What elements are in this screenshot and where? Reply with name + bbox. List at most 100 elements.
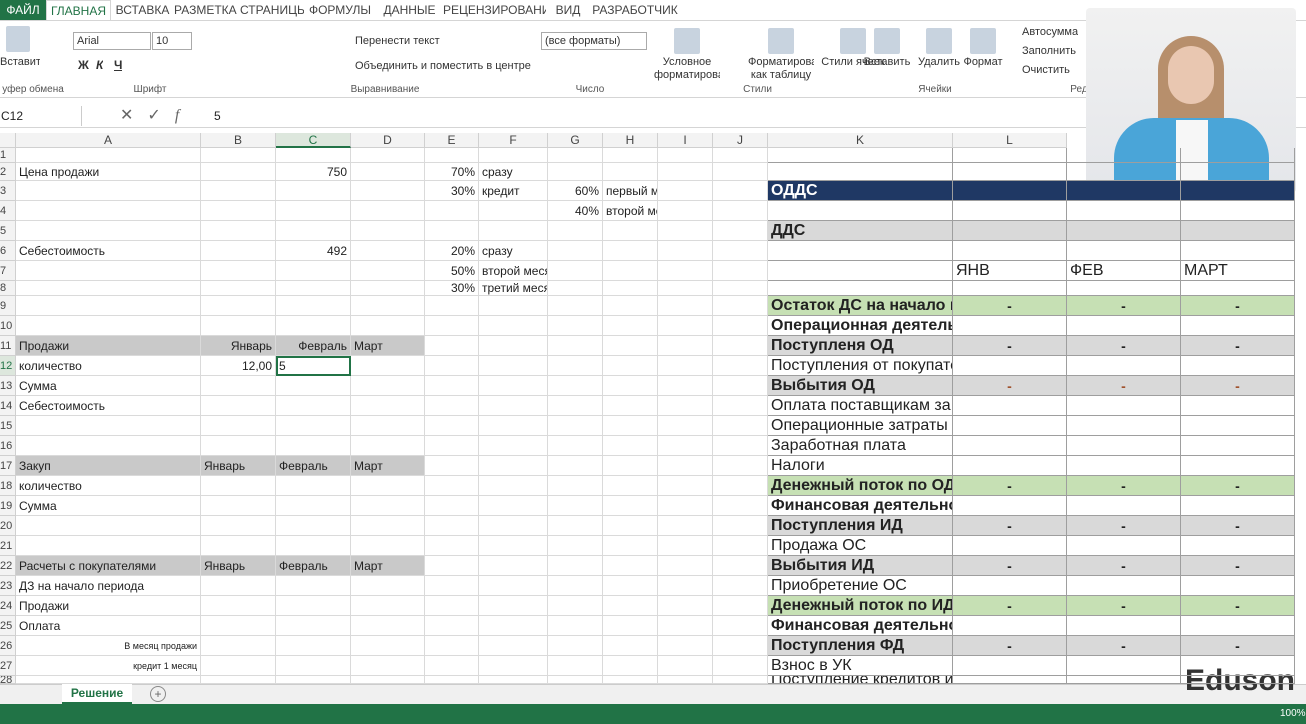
cell[interactable] <box>479 221 548 241</box>
cell[interactable] <box>1067 616 1181 636</box>
cell[interactable]: МАРТ <box>1181 261 1295 281</box>
cell[interactable]: - <box>1181 516 1295 536</box>
cell[interactable]: Оплата <box>16 616 201 636</box>
cell[interactable] <box>1181 396 1295 416</box>
cell[interactable] <box>713 356 768 376</box>
cell[interactable] <box>603 436 658 456</box>
cell[interactable] <box>201 296 276 316</box>
cell[interactable] <box>548 596 603 616</box>
cell[interactable] <box>1067 316 1181 336</box>
cell[interactable]: Февраль <box>276 556 351 576</box>
cell[interactable] <box>1067 576 1181 596</box>
cell[interactable]: - <box>1067 596 1181 616</box>
cell[interactable]: Себестоимость <box>16 241 201 261</box>
cell[interactable] <box>548 316 603 336</box>
cell[interactable] <box>603 576 658 596</box>
cell[interactable]: Март <box>351 556 425 576</box>
cell[interactable] <box>658 516 713 536</box>
cell[interactable] <box>548 396 603 416</box>
cell[interactable] <box>548 163 603 181</box>
cell[interactable] <box>953 656 1067 676</box>
cell[interactable] <box>658 536 713 556</box>
ribbon-icon[interactable] <box>674 28 700 54</box>
cell[interactable] <box>658 416 713 436</box>
cell[interactable] <box>276 516 351 536</box>
cell[interactable] <box>479 516 548 536</box>
cell[interactable] <box>603 656 658 676</box>
cell[interactable] <box>351 148 425 163</box>
cell[interactable]: кредит 1 месяц <box>16 656 201 676</box>
cell[interactable] <box>425 536 479 556</box>
cell[interactable] <box>1181 316 1295 336</box>
cell[interactable]: первый месяц <box>603 181 658 201</box>
cell[interactable]: - <box>1181 596 1295 616</box>
cell[interactable] <box>713 281 768 296</box>
cell[interactable] <box>351 181 425 201</box>
cell[interactable] <box>548 241 603 261</box>
cell[interactable]: Выбытия ИД <box>768 556 953 576</box>
cell[interactable] <box>276 296 351 316</box>
cell[interactable] <box>658 316 713 336</box>
cell[interactable] <box>548 336 603 356</box>
cell[interactable] <box>201 616 276 636</box>
cell[interactable] <box>479 496 548 516</box>
ribbon-button[interactable]: Заполнить <box>1022 45 1077 57</box>
cell[interactable] <box>603 396 658 416</box>
cell[interactable] <box>548 296 603 316</box>
cell[interactable] <box>425 676 479 684</box>
cell[interactable] <box>548 281 603 296</box>
cell[interactable]: 30% <box>425 281 479 296</box>
cell[interactable] <box>603 356 658 376</box>
ribbon-tab[interactable]: ГЛАВНАЯ <box>46 0 111 20</box>
cell[interactable] <box>658 181 713 201</box>
cell[interactable] <box>953 221 1067 241</box>
cell[interactable] <box>1067 148 1181 163</box>
cell[interactable] <box>276 496 351 516</box>
font-style-button[interactable]: Ж <box>78 58 89 72</box>
ribbon-tab[interactable]: ДАННЫЕ <box>383 3 436 17</box>
cell[interactable]: Март <box>351 456 425 476</box>
cell[interactable] <box>276 281 351 296</box>
cell[interactable] <box>713 616 768 636</box>
cell[interactable] <box>201 241 276 261</box>
cell[interactable] <box>201 396 276 416</box>
cell[interactable] <box>953 181 1067 201</box>
cell[interactable] <box>603 496 658 516</box>
cell[interactable]: 20% <box>425 241 479 261</box>
cell[interactable] <box>1181 436 1295 456</box>
cell[interactable]: В месяц продажи <box>16 636 201 656</box>
cell[interactable] <box>16 201 201 221</box>
cell[interactable]: 750 <box>276 163 351 181</box>
cell[interactable] <box>276 396 351 416</box>
cell[interactable] <box>603 556 658 576</box>
cell[interactable] <box>603 596 658 616</box>
cell[interactable]: - <box>953 556 1067 576</box>
cell[interactable]: Приобретение ОС <box>768 576 953 596</box>
cell[interactable] <box>1067 356 1181 376</box>
cell[interactable] <box>713 316 768 336</box>
cell[interactable]: ФЕВ <box>1067 261 1181 281</box>
cell[interactable]: Цена продажи <box>16 163 201 181</box>
cell[interactable] <box>1067 436 1181 456</box>
cell[interactable] <box>1181 616 1295 636</box>
cell[interactable] <box>1067 163 1181 181</box>
cell[interactable] <box>768 241 953 261</box>
cell[interactable] <box>276 376 351 396</box>
cell[interactable] <box>425 596 479 616</box>
cell[interactable] <box>713 576 768 596</box>
font-name[interactable]: Arial <box>73 32 151 50</box>
cell[interactable]: Январь <box>201 336 276 356</box>
cell[interactable] <box>713 416 768 436</box>
cell[interactable] <box>351 416 425 436</box>
cell[interactable] <box>953 201 1067 221</box>
cell[interactable] <box>479 636 548 656</box>
cell[interactable] <box>201 261 276 281</box>
cell[interactable] <box>1181 356 1295 376</box>
cell[interactable] <box>1067 201 1181 221</box>
cell[interactable] <box>658 676 713 684</box>
cell[interactable] <box>201 376 276 396</box>
cell[interactable] <box>1067 656 1181 676</box>
cell[interactable] <box>548 556 603 576</box>
cell[interactable] <box>276 221 351 241</box>
cell[interactable] <box>479 596 548 616</box>
